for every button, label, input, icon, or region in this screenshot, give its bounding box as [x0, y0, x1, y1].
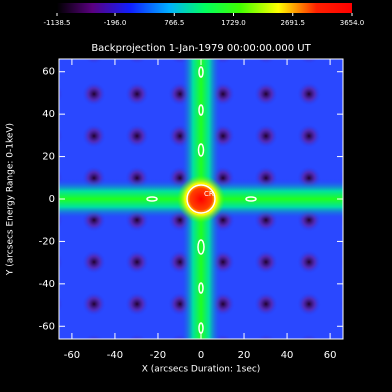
colorbar-tick-label: -196.0: [104, 19, 127, 27]
y-tick-label: -40: [39, 279, 55, 290]
x-tick-label: 20: [238, 350, 251, 361]
x-axis-label: X (arcsecs Duration: 1sec): [142, 365, 261, 375]
y-axis-label: Y (arcsecs Energy Range: 0-1keV): [6, 123, 16, 276]
colorbar-tick-label: 766.5: [164, 19, 184, 27]
colorbar-tick-label: 3654.0: [340, 19, 365, 27]
annotation: CR: [204, 190, 214, 198]
heatmap: [59, 59, 343, 339]
x-tick-label: -60: [64, 350, 80, 361]
y-tick-label: -20: [39, 236, 55, 247]
x-tick-label: -40: [107, 350, 123, 361]
y-tick-label: 40: [42, 109, 55, 120]
y-tick-label: 60: [42, 67, 55, 78]
x-tick-label: 60: [324, 350, 337, 361]
y-tick-label: -60: [39, 321, 55, 332]
y-tick-label: 0: [49, 194, 55, 205]
x-tick-label: 0: [198, 350, 204, 361]
colorbar-tick-label: 1729.0: [221, 19, 246, 27]
chart-title: Backprojection 1-Jan-1979 00:00:00.000 U…: [91, 43, 311, 54]
x-tick-label: -20: [150, 350, 166, 361]
y-tick-label: 20: [42, 152, 55, 163]
x-tick-label: 40: [281, 350, 294, 361]
colorbar-tick-label: 2691.5: [281, 19, 306, 27]
colorbar: [57, 3, 352, 13]
colorbar-tick-label: -1138.5: [43, 19, 70, 27]
